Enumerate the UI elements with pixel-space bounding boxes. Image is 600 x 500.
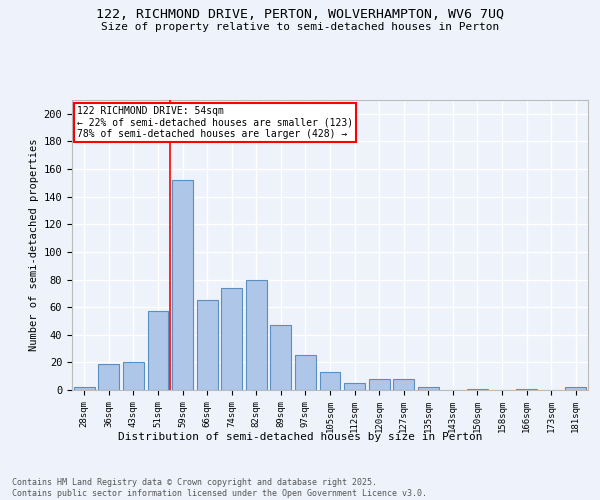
Bar <box>344 383 365 390</box>
Bar <box>74 387 95 390</box>
Bar <box>123 362 144 390</box>
Bar <box>295 356 316 390</box>
Bar <box>172 180 193 390</box>
Text: Distribution of semi-detached houses by size in Perton: Distribution of semi-detached houses by … <box>118 432 482 442</box>
Text: Contains HM Land Registry data © Crown copyright and database right 2025.
Contai: Contains HM Land Registry data © Crown c… <box>12 478 427 498</box>
Text: 122 RICHMOND DRIVE: 54sqm
← 22% of semi-detached houses are smaller (123)
78% of: 122 RICHMOND DRIVE: 54sqm ← 22% of semi-… <box>77 106 353 139</box>
Bar <box>516 388 537 390</box>
Bar <box>418 387 439 390</box>
Bar <box>565 387 586 390</box>
Bar <box>197 300 218 390</box>
Bar <box>221 288 242 390</box>
Bar <box>246 280 267 390</box>
Bar <box>393 379 414 390</box>
Text: 122, RICHMOND DRIVE, PERTON, WOLVERHAMPTON, WV6 7UQ: 122, RICHMOND DRIVE, PERTON, WOLVERHAMPT… <box>96 8 504 20</box>
Bar <box>271 325 292 390</box>
Bar <box>467 388 488 390</box>
Text: Size of property relative to semi-detached houses in Perton: Size of property relative to semi-detach… <box>101 22 499 32</box>
Bar <box>320 372 340 390</box>
Bar <box>368 379 389 390</box>
Bar <box>148 312 169 390</box>
Bar <box>98 364 119 390</box>
Y-axis label: Number of semi-detached properties: Number of semi-detached properties <box>29 138 40 352</box>
